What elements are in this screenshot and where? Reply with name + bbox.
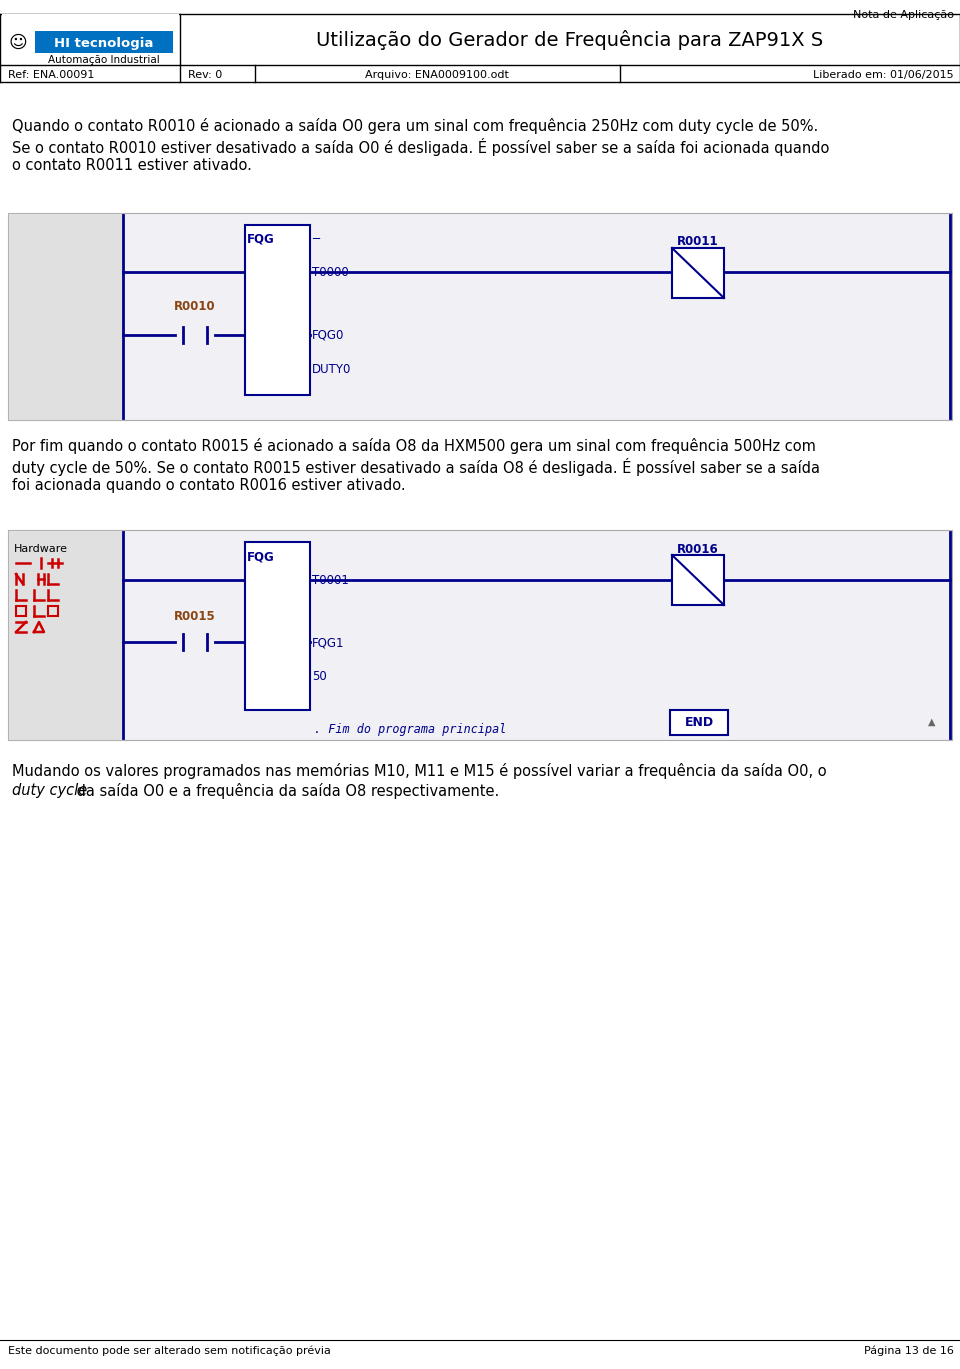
Text: Ref: ENA.00091: Ref: ENA.00091 bbox=[8, 70, 94, 79]
Text: . Fim do programa principal: . Fim do programa principal bbox=[314, 723, 506, 737]
Text: ─: ─ bbox=[312, 233, 319, 246]
Text: Arquivo: ENA0009100.odt: Arquivo: ENA0009100.odt bbox=[365, 70, 509, 79]
Text: foi acionada quando o contato R0016 estiver ativado.: foi acionada quando o contato R0016 esti… bbox=[12, 478, 406, 493]
Bar bbox=[2, 14, 179, 64]
Bar bbox=[35, 31, 173, 53]
Text: Liberado em: 01/06/2015: Liberado em: 01/06/2015 bbox=[813, 70, 954, 79]
Text: Automação Industrial: Automação Industrial bbox=[48, 55, 160, 64]
Bar bbox=[48, 606, 58, 616]
Text: Se o contato R0010 estiver desativado a saída O0 é desligada. É possível saber s: Se o contato R0010 estiver desativado a … bbox=[12, 138, 829, 156]
Text: END: END bbox=[684, 716, 713, 728]
Bar bbox=[8, 530, 952, 741]
Text: T0000: T0000 bbox=[312, 266, 348, 279]
Text: R0010: R0010 bbox=[174, 300, 216, 314]
Bar bbox=[670, 711, 728, 735]
Bar bbox=[8, 214, 123, 420]
Bar bbox=[245, 542, 310, 711]
Text: Hardware: Hardware bbox=[14, 543, 68, 554]
Bar bbox=[16, 606, 26, 616]
Bar bbox=[672, 554, 724, 605]
Text: Rev: 0: Rev: 0 bbox=[188, 70, 223, 79]
Text: da saída O0 e a frequência da saída O8 respectivamente.: da saída O0 e a frequência da saída O8 r… bbox=[73, 783, 500, 799]
Text: Mudando os valores programados nas memórias M10, M11 e M15 é possível variar a f: Mudando os valores programados nas memór… bbox=[12, 763, 827, 779]
Text: FQG: FQG bbox=[247, 550, 275, 563]
Bar bbox=[8, 214, 952, 420]
Text: FQG1: FQG1 bbox=[312, 637, 345, 649]
Text: Utilização do Gerador de Frequência para ZAP91X S: Utilização do Gerador de Frequência para… bbox=[317, 30, 824, 51]
Text: ☺: ☺ bbox=[9, 34, 28, 52]
Text: o contato R0011 estiver ativado.: o contato R0011 estiver ativado. bbox=[12, 157, 252, 172]
Text: Por fim quando o contato R0015 é acionado a saída O8 da HXM500 gera um sinal com: Por fim quando o contato R0015 é acionad… bbox=[12, 438, 816, 455]
Text: R0015: R0015 bbox=[174, 611, 216, 623]
Text: FQG0: FQG0 bbox=[312, 329, 345, 342]
Text: ▲: ▲ bbox=[928, 717, 936, 727]
Text: duty cycle: duty cycle bbox=[12, 783, 87, 798]
Text: HI tecnologia: HI tecnologia bbox=[55, 37, 154, 49]
Text: R0011: R0011 bbox=[677, 235, 719, 248]
Text: FQG: FQG bbox=[247, 233, 275, 246]
Text: duty cycle de 50%. Se o contato R0015 estiver desativado a saída O8 é desligada.: duty cycle de 50%. Se o contato R0015 es… bbox=[12, 459, 820, 476]
Text: T0001: T0001 bbox=[312, 574, 348, 587]
Text: Quando o contato R0010 é acionado a saída O0 gera um sinal com frequência 250Hz : Quando o contato R0010 é acionado a saíd… bbox=[12, 118, 818, 134]
Bar bbox=[8, 530, 123, 741]
Text: Página 13 de 16: Página 13 de 16 bbox=[864, 1346, 954, 1357]
Text: 50: 50 bbox=[312, 669, 326, 683]
Text: DUTY0: DUTY0 bbox=[312, 363, 351, 376]
Bar bbox=[245, 225, 310, 396]
Bar bbox=[672, 248, 724, 298]
Text: R0016: R0016 bbox=[677, 543, 719, 556]
Text: Este documento pode ser alterado sem notificação prévia: Este documento pode ser alterado sem not… bbox=[8, 1346, 331, 1357]
Text: Nota de Aplicação: Nota de Aplicação bbox=[853, 10, 954, 21]
